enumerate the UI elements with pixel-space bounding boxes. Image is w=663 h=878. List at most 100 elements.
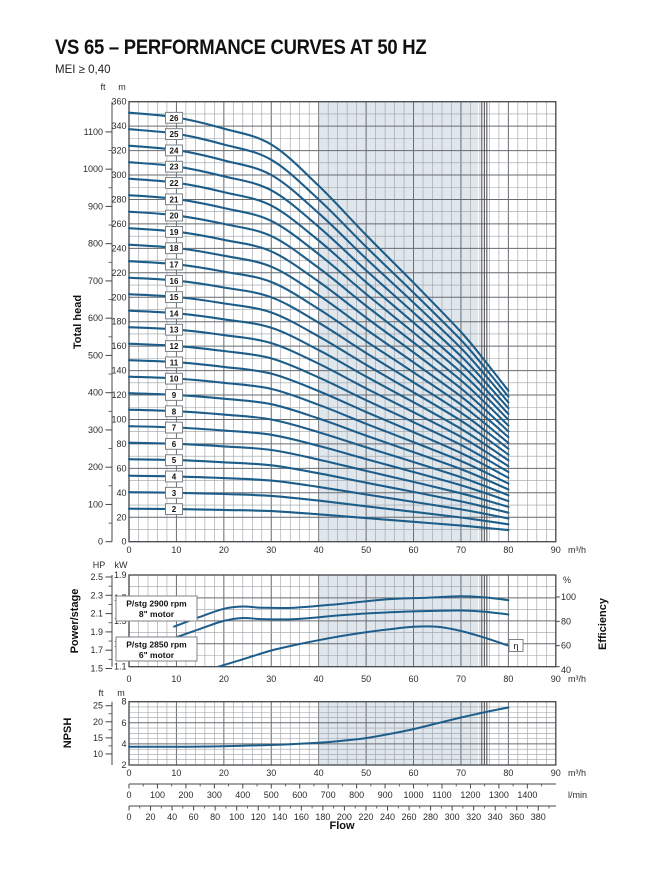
tick-label: 600 (292, 790, 307, 800)
power-hp-axis: 2.5 2.3 2.1 1.9 1.7 1.5 (90, 572, 113, 674)
tick-label: ft (100, 82, 106, 92)
tick-label: 0 (121, 537, 126, 547)
tick-label: m³/h (568, 545, 586, 555)
tick-label: 140 (272, 812, 287, 822)
head-curve-stage-5 (127, 458, 510, 514)
head-x-labels: 0 10 20 30 40 50 60 70 80 90 m³/h (126, 545, 586, 555)
tick-label: 3 (172, 489, 177, 498)
stage-label-box-13 (165, 323, 183, 336)
tick-label: 700 (321, 790, 336, 800)
stage-label-box-18 (165, 242, 183, 255)
tick-label: 360 (509, 812, 524, 822)
head-curve-stage-21 (127, 194, 510, 421)
tick-label: 300 (207, 790, 222, 800)
stage-label-box-17 (165, 258, 183, 271)
tick-label: 260 (402, 812, 417, 822)
tick-label: 7 (172, 424, 177, 433)
tick-label: 8 (172, 407, 177, 416)
tick-label: 0 (126, 768, 131, 778)
tick-label: 2.1 (90, 609, 103, 619)
tick-label: 400 (235, 790, 250, 800)
tick-label: 200 (111, 292, 126, 302)
tick-label: 0 (126, 790, 131, 800)
curve (128, 706, 510, 748)
tick-label: P/stg 2900 rpm (126, 599, 187, 609)
tick-label: 1.9 (114, 570, 127, 580)
tick-label: 40 (561, 665, 571, 675)
head-curves (127, 111, 510, 532)
tick-label: 70 (456, 545, 466, 555)
tick-label: 10 (171, 674, 181, 684)
motor_2900-label-box (115, 595, 198, 622)
tick-label: 240 (111, 243, 126, 253)
tick-label: 200 (178, 790, 193, 800)
tick-label: 1200 (460, 790, 480, 800)
plot-border (128, 701, 557, 766)
tick-label: 40 (314, 674, 324, 684)
tick-label: 26 (170, 114, 179, 123)
tick-label: 160 (294, 812, 309, 822)
power-curve-2850rpm (173, 609, 510, 639)
efficiency-curve (215, 625, 510, 667)
tick-label: 5 (172, 456, 177, 465)
tick-label: m³/h (568, 674, 586, 684)
head-curve-stage-13 (127, 326, 510, 468)
stage-label-box-10 (165, 372, 183, 385)
tick-label: 24 (170, 146, 179, 155)
tick-label: 320 (111, 146, 126, 156)
tick-label: 25 (93, 701, 103, 711)
flow-axis-title: Flow (329, 820, 355, 832)
tick-label: 80 (116, 439, 126, 449)
power-chart-frame (128, 574, 557, 668)
tick-label: 2 (121, 760, 126, 770)
tick-label: 200 (88, 462, 103, 472)
motor_2850-label-box (115, 636, 198, 662)
tick-label: 900 (88, 201, 103, 211)
tick-label: 20 (170, 212, 179, 221)
tick-label: 23 (170, 163, 179, 172)
tick-label: 340 (111, 121, 126, 131)
stage-label-box-16 (165, 274, 183, 287)
stage-label-box-20 (165, 209, 183, 222)
tick-label: 90 (551, 768, 561, 778)
tick-label: m (118, 82, 126, 92)
npsh-x-labels: 0 10 20 30 40 50 60 70 80 90 m³/h (126, 768, 586, 778)
stage-label-box-6 (165, 437, 183, 450)
page-title: VS 65 – PERFORMANCE CURVES AT 50 HZ (55, 36, 427, 59)
stage-label-box-26 (165, 111, 183, 124)
tick-label: 10 (93, 749, 103, 759)
tick-label: 1.7 (90, 645, 103, 655)
tick-label: 100 (111, 414, 126, 424)
tick-label: % (563, 575, 571, 585)
tick-label: 20 (219, 545, 229, 555)
tick-label: 1400 (517, 790, 537, 800)
stage-label-box-21 (165, 193, 183, 206)
tick-label: 40 (116, 488, 126, 498)
tick-label: 40 (314, 545, 324, 555)
head-curve-stage-8 (127, 408, 510, 497)
tick-label: 90 (551, 545, 561, 555)
tick-label: 6 (172, 440, 177, 449)
head-curve-stage-26 (127, 111, 510, 392)
tick-label: 2 (172, 505, 177, 514)
tick-label: l/min (568, 790, 587, 800)
tick-label: 12 (170, 342, 179, 351)
tick-label: 1000 (404, 790, 424, 800)
tick-label: 50 (361, 674, 371, 684)
tick-label: 20 (116, 512, 126, 522)
head-curve-stage-2 (127, 507, 510, 532)
eta-label-box (508, 639, 524, 652)
tick-label: 8 (121, 697, 126, 707)
head-axes: 0 20 40 60 80 100 120 140 160 180 200 220 240 260 280 3… (100, 82, 126, 547)
tick-label: 80 (503, 768, 513, 778)
tick-label: 13 (170, 326, 179, 335)
tick-label: m³/h (568, 768, 586, 778)
tick-label: 1.1 (114, 662, 127, 672)
tick-label: 10 (171, 545, 181, 555)
head-curve-stage-16 (127, 276, 510, 450)
tick-label: 15 (170, 293, 179, 302)
tick-label: 200 (337, 812, 352, 822)
tick-label: 1100 (84, 127, 103, 137)
tick-label: 120 (251, 812, 266, 822)
head-curve-stage-19 (127, 227, 510, 433)
